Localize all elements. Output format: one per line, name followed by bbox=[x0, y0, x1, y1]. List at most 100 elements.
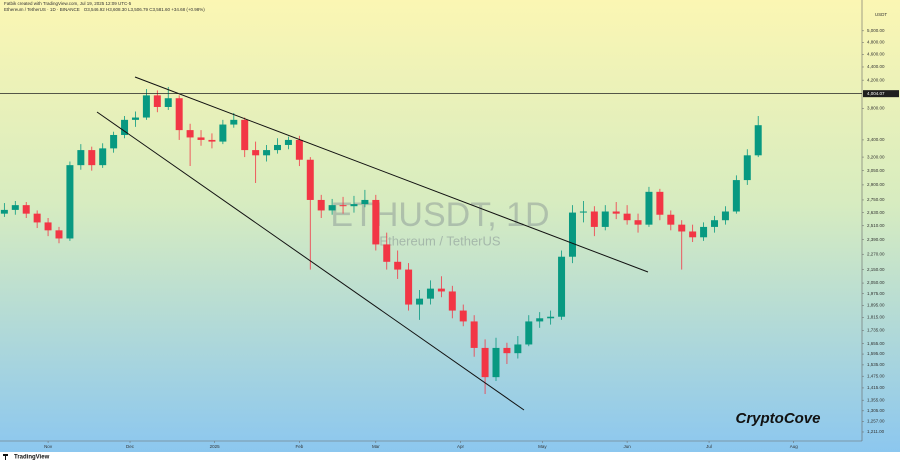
trend-line-lower bbox=[96, 111, 525, 411]
candle-body bbox=[459, 310, 467, 322]
candle-body bbox=[492, 347, 500, 378]
candle-body bbox=[317, 199, 325, 211]
y-tick-label: 5,000.00 bbox=[867, 28, 885, 33]
candle-body bbox=[383, 244, 391, 262]
candle-body bbox=[721, 211, 729, 221]
candle-body bbox=[295, 139, 303, 160]
y-tick-label: 2,050.00 bbox=[867, 280, 885, 285]
x-tick-label: Jun bbox=[623, 444, 631, 449]
candle-body bbox=[131, 117, 139, 120]
candle-body bbox=[568, 212, 576, 257]
candles bbox=[0, 86, 762, 394]
brand-logo: TradingView bbox=[14, 455, 50, 461]
plot-background bbox=[0, 0, 900, 452]
y-tick-label: 2,150.00 bbox=[867, 267, 885, 272]
y-tick-label: 3,050.00 bbox=[867, 168, 885, 173]
horizontal-line-label: 4,004.07 bbox=[867, 91, 885, 96]
watermark-subtitle: Ethereum / TetherUS bbox=[379, 233, 500, 248]
y-tick-label: 1,305.00 bbox=[867, 408, 885, 413]
candle-body bbox=[241, 119, 249, 151]
candle-body bbox=[274, 144, 281, 151]
y-tick-label: 2,630.00 bbox=[867, 210, 885, 215]
candle-body bbox=[328, 205, 336, 211]
candle-body bbox=[470, 321, 478, 348]
candle-body bbox=[44, 222, 52, 231]
candle-body bbox=[678, 224, 686, 232]
y-tick-label: 2,390.00 bbox=[867, 237, 885, 242]
candle-body bbox=[110, 134, 118, 149]
candle-body bbox=[514, 344, 522, 354]
candle-body bbox=[88, 150, 96, 166]
y-tick-label: 1,535.00 bbox=[867, 362, 885, 367]
candle-body bbox=[416, 298, 424, 305]
candle-body bbox=[0, 209, 8, 214]
trend-line-upper bbox=[134, 76, 649, 273]
x-tick-label: Mar bbox=[372, 444, 380, 449]
candle-body bbox=[711, 220, 719, 227]
price-unit: USDT bbox=[875, 12, 888, 17]
caption: Fatbik created with TradingView.com, Jul… bbox=[4, 1, 132, 6]
candle-body bbox=[394, 261, 402, 270]
candle-body bbox=[77, 150, 85, 166]
candle-body bbox=[306, 159, 314, 200]
candle-body bbox=[197, 137, 205, 140]
candle-body bbox=[503, 347, 511, 354]
y-tick-label: 3,400.00 bbox=[867, 137, 885, 142]
candle-body bbox=[252, 150, 260, 156]
candle-body bbox=[437, 288, 445, 292]
candle-body bbox=[361, 199, 369, 205]
y-tick-label: 2,510.00 bbox=[867, 223, 885, 228]
candle-body bbox=[601, 211, 609, 227]
candle-body bbox=[689, 231, 697, 238]
horizontal-line-label-box bbox=[863, 90, 899, 98]
y-tick-label: 2,750.00 bbox=[867, 197, 885, 202]
annotation: CryptoCove bbox=[735, 410, 820, 427]
y-tick-label: 1,355.00 bbox=[867, 397, 885, 402]
candle-body bbox=[175, 98, 183, 131]
x-tick-label: May bbox=[538, 444, 547, 449]
candle-body bbox=[667, 214, 675, 225]
candle-body bbox=[22, 205, 30, 214]
x-tick-label: Aug bbox=[790, 444, 799, 449]
candle-body bbox=[208, 139, 216, 142]
candle-body bbox=[754, 125, 762, 156]
candle-body bbox=[219, 124, 227, 142]
y-tick-label: 1,975.00 bbox=[867, 291, 885, 296]
candle-body bbox=[743, 155, 751, 181]
y-tick-label: 4,800.00 bbox=[867, 40, 885, 45]
candle-body bbox=[263, 150, 271, 156]
x-tick-label: Nov bbox=[44, 444, 53, 449]
candle-body bbox=[33, 213, 41, 223]
candle-body bbox=[645, 191, 653, 225]
brand-icon bbox=[3, 454, 8, 460]
candle-body bbox=[372, 199, 380, 245]
candle-body bbox=[121, 119, 129, 135]
y-tick-label: 4,400.00 bbox=[867, 64, 885, 69]
y-tick-label: 1,595.00 bbox=[867, 351, 885, 356]
candle-body bbox=[186, 130, 194, 138]
y-tick-label: 3,800.00 bbox=[867, 106, 885, 111]
candle-body bbox=[164, 98, 172, 107]
x-tick-label: Feb bbox=[295, 444, 303, 449]
candle-body bbox=[612, 211, 620, 214]
candle-body bbox=[481, 347, 489, 378]
candle-body bbox=[448, 291, 456, 311]
candle-body bbox=[558, 256, 566, 317]
candle-body bbox=[11, 205, 19, 210]
candle-body bbox=[66, 165, 74, 239]
x-tick-label: Apr bbox=[457, 444, 465, 449]
candle-body bbox=[99, 148, 107, 166]
candle-body bbox=[284, 139, 292, 145]
symbol-title: Ethereum / TetherUS · 1D · BINANCE bbox=[4, 7, 80, 12]
candle-body bbox=[634, 220, 642, 225]
y-tick-label: 3,200.00 bbox=[867, 154, 885, 159]
candle-body bbox=[656, 191, 664, 215]
y-tick-label: 4,600.00 bbox=[867, 52, 885, 57]
candle-body bbox=[350, 204, 358, 207]
y-tick-label: 2,900.00 bbox=[867, 182, 885, 187]
x-tick-label: Dec bbox=[126, 444, 135, 449]
candle-body bbox=[525, 321, 533, 345]
candle-body bbox=[590, 211, 598, 227]
candle-body bbox=[547, 316, 555, 319]
